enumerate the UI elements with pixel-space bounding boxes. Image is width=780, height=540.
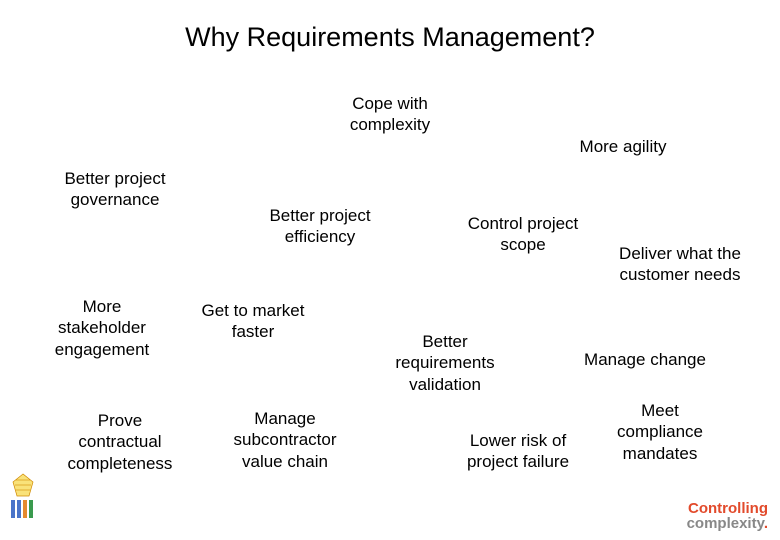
logo-icon	[6, 472, 40, 522]
item-better-validation: Better requirements validation	[370, 331, 520, 395]
item-better-efficiency: Better project efficiency	[245, 205, 395, 248]
item-better-governance: Better project governance	[40, 168, 190, 211]
item-lower-risk: Lower risk of project failure	[438, 430, 598, 473]
item-control-scope: Control project scope	[448, 213, 598, 256]
item-get-to-market: Get to market faster	[178, 300, 328, 343]
item-deliver-needs: Deliver what the customer needs	[595, 243, 765, 286]
item-manage-change: Manage change	[560, 349, 730, 370]
item-more-agility: More agility	[558, 136, 688, 157]
item-meet-compliance: Meet compliance mandates	[585, 400, 735, 464]
item-manage-subcontractor: Manage subcontractor value chain	[205, 408, 365, 472]
item-more-stakeholder: More stakeholder engagement	[37, 296, 167, 360]
slide-title: Why Requirements Management?	[0, 22, 780, 53]
footer-brand: Controlling complexity.	[687, 501, 768, 533]
footer-line1: Controlling	[687, 501, 768, 517]
footer-line2: complexity.	[687, 516, 768, 532]
item-cope-complexity: Cope with complexity	[325, 93, 455, 136]
item-prove-completeness: Prove contractual completeness	[45, 410, 195, 474]
